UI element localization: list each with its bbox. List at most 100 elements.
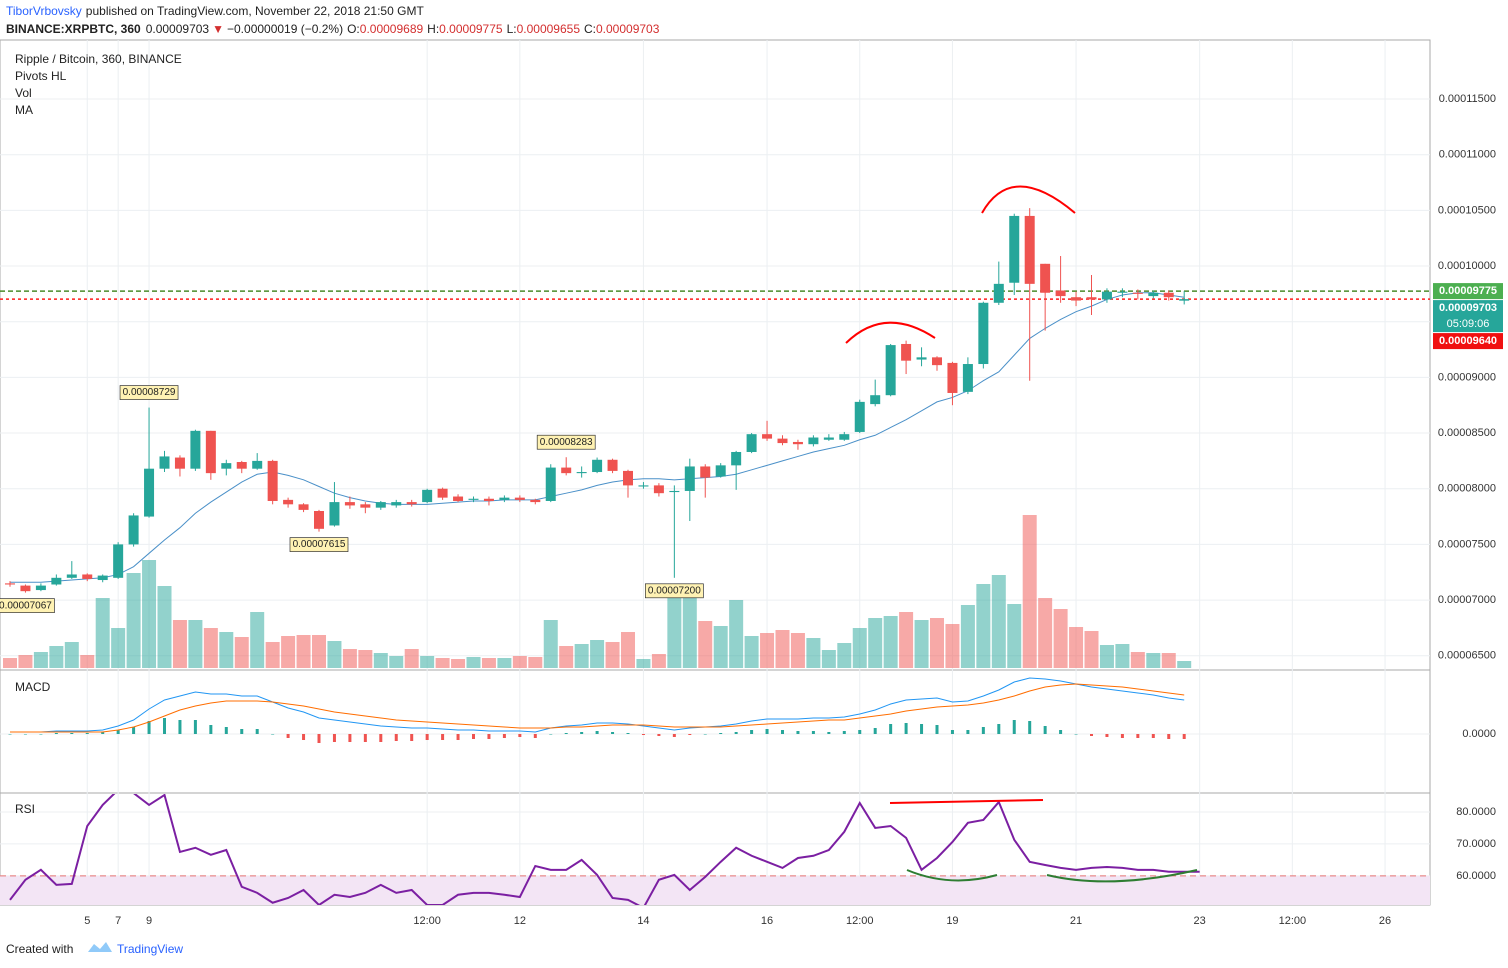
x-tick-label: 9 bbox=[146, 915, 152, 927]
author[interactable]: TiborVrbovsky bbox=[6, 4, 82, 18]
drawing-arc bbox=[1046, 869, 1198, 883]
macd-histogram-bar bbox=[317, 734, 321, 743]
candle-body bbox=[1024, 215, 1035, 284]
macd-histogram-bar bbox=[981, 727, 985, 734]
volume-bar bbox=[203, 628, 218, 668]
macd-histogram-bar bbox=[132, 727, 136, 734]
macd-histogram-bar bbox=[425, 734, 429, 740]
candle-body bbox=[391, 502, 402, 506]
header: TiborVrbovsky published on TradingView.co… bbox=[6, 4, 424, 18]
x-tick-label: 12:00 bbox=[1279, 915, 1307, 927]
volume-bar bbox=[713, 626, 728, 668]
volume-bar bbox=[605, 642, 620, 668]
macd-histogram-bar bbox=[70, 733, 74, 734]
ohlc-key: L: bbox=[507, 22, 517, 36]
candle-body bbox=[159, 456, 170, 469]
candle-body bbox=[437, 488, 448, 498]
candle-body bbox=[82, 574, 93, 579]
macd-histogram-bar bbox=[765, 729, 769, 734]
macd-histogram-bar bbox=[719, 733, 723, 734]
volume-bar bbox=[342, 649, 357, 668]
candle-body bbox=[762, 434, 773, 439]
volume-bar bbox=[265, 642, 280, 668]
candle-body bbox=[1055, 290, 1066, 297]
x-tick-label: 26 bbox=[1379, 915, 1391, 927]
macd-histogram-bar bbox=[703, 734, 707, 735]
candle-body bbox=[97, 575, 108, 581]
candle-body bbox=[20, 585, 31, 592]
volume-bar bbox=[312, 635, 326, 668]
candle-body bbox=[808, 437, 819, 445]
macd-histogram-bar bbox=[8, 734, 12, 735]
volume-bar bbox=[327, 641, 342, 668]
candle-body bbox=[468, 498, 479, 500]
candle-body bbox=[51, 577, 62, 585]
volume-bar bbox=[945, 624, 960, 668]
candle-body bbox=[623, 470, 633, 486]
candle-body bbox=[514, 497, 525, 500]
rsi-line bbox=[9, 794, 1200, 905]
x-tick-label: 12 bbox=[514, 915, 526, 927]
candle-body bbox=[792, 441, 803, 445]
candle-body bbox=[592, 459, 603, 473]
candle-body bbox=[777, 438, 788, 444]
macd-histogram-bar bbox=[1090, 734, 1093, 736]
candle-body bbox=[700, 466, 711, 478]
macd-histogram-bar bbox=[348, 734, 352, 742]
candle-body bbox=[746, 434, 757, 452]
volume-bar bbox=[420, 656, 435, 668]
candle-body bbox=[483, 498, 494, 501]
macd-histogram-bar bbox=[363, 734, 367, 742]
macd-histogram-bar bbox=[1105, 734, 1109, 737]
volume-bar bbox=[1177, 661, 1192, 668]
macd-histogram-bar bbox=[889, 724, 893, 734]
volume-bar bbox=[1115, 644, 1130, 668]
volume-bar bbox=[451, 659, 466, 668]
legend: Ripple / Bitcoin, 360, BINANCE bbox=[15, 52, 182, 66]
macd-histogram-bar bbox=[1059, 730, 1063, 734]
volume-bar bbox=[1146, 653, 1161, 668]
volume-bar bbox=[512, 656, 527, 668]
price-pane: 0.00007067 0.00008729 0.00007615 0.00008283… bbox=[0, 208, 1430, 668]
macd-histogram-bar bbox=[580, 732, 584, 734]
ohlc-value: 0.00009775 bbox=[439, 22, 503, 36]
macd-histogram-bar bbox=[1120, 734, 1124, 738]
candle-body bbox=[113, 544, 124, 578]
macd-histogram-bar bbox=[85, 733, 89, 734]
volume-bar bbox=[868, 618, 883, 668]
volume-bar bbox=[373, 653, 388, 668]
pivot-box bbox=[119, 385, 179, 400]
volume-bar bbox=[3, 658, 17, 668]
legend: Pivots HL bbox=[15, 69, 67, 83]
volume-bar bbox=[744, 636, 759, 668]
volume-bar bbox=[775, 630, 790, 668]
macd-histogram-bar bbox=[54, 733, 58, 734]
signal-line bbox=[10, 683, 1185, 733]
volume-bar bbox=[698, 621, 713, 668]
volume-bar bbox=[172, 620, 187, 668]
macd-histogram-bar bbox=[1074, 734, 1078, 735]
footer-brand[interactable]: TradingView bbox=[117, 942, 183, 956]
volume-bar bbox=[358, 650, 373, 668]
macd-histogram-bar bbox=[827, 732, 831, 734]
macd-histogram-bar bbox=[688, 734, 692, 735]
macd-histogram-bar bbox=[595, 731, 599, 734]
candle-body bbox=[978, 302, 989, 365]
macd-histogram-bar bbox=[487, 734, 491, 739]
macd-histogram-bar bbox=[672, 734, 676, 737]
candle-body bbox=[453, 496, 464, 501]
volume-bar bbox=[1053, 609, 1068, 668]
axes: 5 7 9 12:00 12 14 16 12:00 19 21 23 12:00 26 0.000065… bbox=[84, 93, 1503, 927]
volume-bar bbox=[188, 620, 203, 668]
macd-histogram-bar bbox=[750, 730, 754, 734]
volume-bar bbox=[111, 628, 126, 668]
volume-bar bbox=[481, 658, 496, 668]
drawing-arc bbox=[981, 185, 1076, 214]
macd-histogram-bar bbox=[193, 720, 197, 734]
logo bbox=[88, 942, 112, 952]
drawing-arc bbox=[906, 869, 998, 882]
candle-body bbox=[1117, 291, 1128, 293]
volume-bar bbox=[49, 646, 64, 668]
ma-line bbox=[10, 292, 1185, 583]
